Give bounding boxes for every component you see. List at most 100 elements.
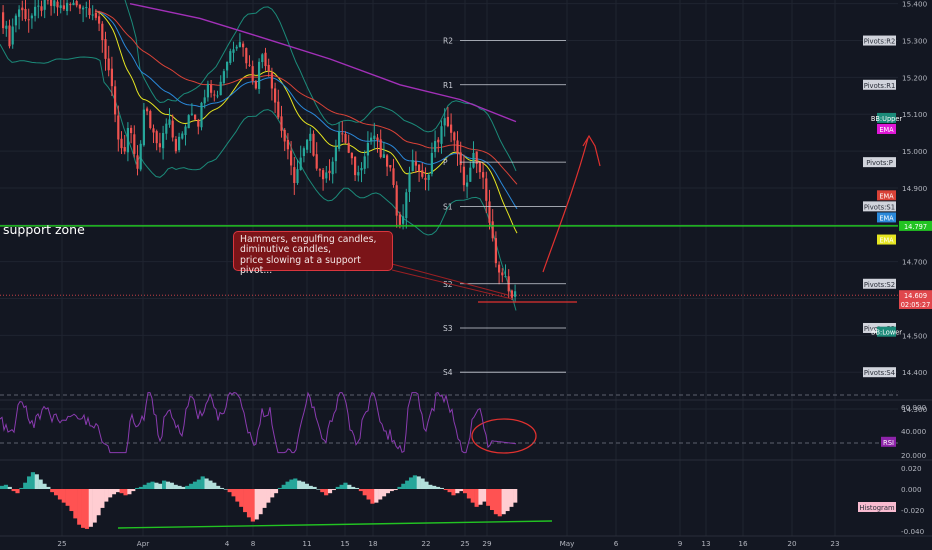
hist-bar — [239, 489, 244, 507]
hist-bar — [347, 484, 352, 489]
candle-body — [360, 167, 363, 171]
candle-body — [88, 8, 91, 16]
candle-body — [283, 129, 286, 142]
time-tick-label: 29 — [482, 539, 492, 548]
pivot-levels: R2 Pivots:R2 R1 Pivots:R1 P Pivots:P S1 Pivots:… — [443, 35, 896, 378]
hist-bar — [435, 486, 441, 489]
candle-body — [386, 155, 389, 167]
candlesticks — [2, 0, 517, 303]
hist-badge-text: Histogram — [859, 504, 895, 512]
hist-bar — [138, 486, 144, 489]
candle-body — [267, 64, 270, 72]
hist-bar — [57, 489, 63, 500]
hist-bar — [50, 489, 55, 493]
hist-bar — [262, 489, 267, 508]
pivot-badge-text-s2: Pivots:S2 — [864, 281, 895, 289]
candle-body — [434, 141, 437, 152]
candle-body — [270, 72, 273, 89]
projection-arrow — [542, 137, 589, 273]
candle-body — [357, 172, 360, 176]
hist-bar — [23, 482, 28, 489]
hist-bar — [304, 483, 309, 489]
hist-bar — [324, 489, 329, 496]
price-axis: 15.40015.30015.20015.10015.00014.90014.8… — [871, 0, 932, 414]
candle-body — [242, 43, 245, 48]
price-tick-label: 15.400 — [902, 0, 928, 9]
candle-body — [418, 164, 421, 172]
candle-body — [91, 14, 94, 16]
candle-body — [395, 185, 398, 216]
rsi-badge-text: RSI — [883, 439, 894, 447]
pivot-name-r1: R1 — [443, 81, 453, 90]
candle-body — [306, 139, 309, 150]
candle-body — [142, 109, 145, 146]
axis-badge-text: EMA — [879, 237, 894, 245]
candle-body — [280, 116, 283, 131]
candle-body — [37, 5, 40, 7]
price-tick-label: 14.400 — [902, 368, 928, 377]
hist-bar — [104, 489, 109, 502]
candle-body — [62, 5, 65, 10]
candle-body — [491, 221, 494, 239]
hist-bar — [127, 489, 132, 495]
hist-bar — [385, 489, 390, 494]
candle-body — [498, 264, 501, 273]
time-tick-label: 15 — [340, 539, 349, 548]
hist-bar — [428, 484, 433, 489]
time-tick-label: 6 — [614, 539, 619, 548]
candle-body — [219, 81, 222, 96]
hist-bar — [34, 474, 39, 489]
hist-bar — [42, 483, 47, 489]
candle-body — [254, 81, 257, 89]
hist-bar — [84, 489, 90, 529]
hist-bar — [19, 487, 24, 489]
hist-bar — [370, 489, 375, 504]
rsi-highlight-circle — [471, 418, 537, 454]
hist-tick-label: 0.000 — [901, 485, 922, 494]
candle-body — [376, 137, 379, 141]
candle-body — [258, 61, 261, 89]
hist-bar — [146, 482, 151, 489]
price-tick-label: 15.200 — [902, 73, 928, 82]
candle-body — [405, 192, 408, 219]
candle-body — [216, 95, 219, 97]
rsi-tick-label: 40.000 — [901, 427, 927, 436]
hist-bar — [81, 489, 86, 528]
candle-body — [94, 12, 97, 18]
candle-body — [238, 42, 241, 48]
hist-bar — [289, 479, 294, 489]
hist-bar — [439, 487, 444, 489]
candle-body — [139, 143, 142, 170]
annotation-callout[interactable]: Hammers, engulfing candles, diminutive c… — [233, 231, 393, 276]
candle-body — [178, 136, 181, 151]
candle-body — [197, 120, 200, 127]
axis-badge — [877, 212, 896, 223]
candle-body — [501, 272, 504, 276]
candle-body — [69, 4, 72, 6]
candle-body — [146, 108, 149, 112]
hist-bar — [185, 485, 190, 489]
rsi-tick-label: 60.000 — [901, 403, 927, 412]
hist-bar — [189, 483, 194, 489]
hist-bar — [451, 489, 456, 496]
candle-body — [226, 61, 229, 71]
candle-body — [152, 128, 155, 133]
candle-body — [136, 155, 139, 169]
candle-body — [14, 15, 17, 26]
price-tick-label: 15.000 — [902, 147, 928, 156]
bollinger-bands — [0, 0, 517, 311]
hist-bar — [73, 489, 78, 519]
hist-bar — [227, 489, 232, 493]
hist-bar — [327, 489, 333, 494]
time-tick-label: 25 — [460, 539, 469, 548]
time-axis: 25 Apr 4 8 11 15 18 22 25 29 May 6 9 13 16 20 23 — [0, 535, 932, 548]
axis-badge — [899, 220, 932, 231]
hist-bar — [335, 486, 340, 489]
hist-bar — [389, 489, 394, 492]
candle-body — [402, 216, 405, 224]
candle-body — [8, 25, 11, 47]
pivot-badge-p — [863, 157, 896, 168]
candle-body — [21, 7, 24, 11]
hist-bar — [204, 478, 209, 489]
